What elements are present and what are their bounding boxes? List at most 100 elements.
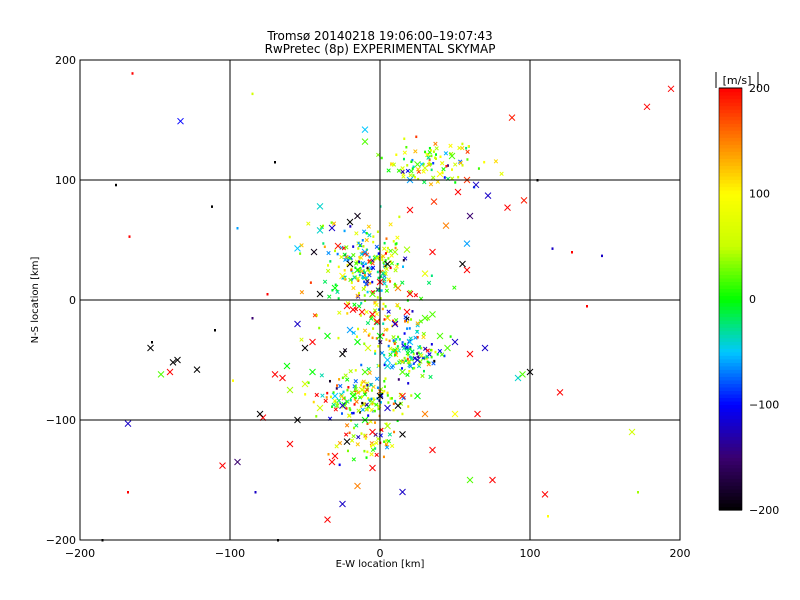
data-point bbox=[423, 357, 426, 360]
data-point bbox=[361, 401, 364, 405]
point-stroke bbox=[439, 352, 445, 357]
data-point bbox=[393, 268, 398, 273]
point-stroke bbox=[355, 442, 360, 447]
data-point bbox=[401, 367, 404, 370]
data-point bbox=[411, 367, 414, 370]
point-stroke bbox=[365, 279, 370, 284]
point-stroke bbox=[343, 257, 348, 262]
data-point bbox=[356, 268, 362, 273]
point-stroke bbox=[283, 362, 291, 370]
point-stroke bbox=[322, 279, 328, 284]
point-stroke bbox=[463, 240, 471, 247]
data-point bbox=[398, 401, 404, 406]
data-point bbox=[384, 362, 391, 370]
colorbar-band bbox=[719, 123, 742, 128]
point-stroke bbox=[474, 410, 481, 418]
data-point bbox=[348, 277, 353, 283]
colorbar-band bbox=[719, 253, 742, 258]
data-point bbox=[378, 399, 381, 402]
colorbar-band bbox=[719, 436, 742, 441]
data-point bbox=[115, 183, 117, 187]
data-point bbox=[335, 403, 340, 409]
data-point bbox=[327, 294, 332, 299]
point-stroke bbox=[361, 126, 369, 133]
colorbar-band bbox=[719, 263, 742, 268]
data-point bbox=[397, 335, 400, 339]
data-point bbox=[400, 169, 405, 174]
data-point bbox=[389, 443, 395, 449]
data-point bbox=[337, 310, 342, 315]
point-stroke bbox=[421, 331, 426, 337]
colorbar-band bbox=[719, 362, 742, 367]
chart-title-line2: RwPretec (8p) EXPERIMENTAL SKYMAP bbox=[265, 42, 496, 56]
data-point bbox=[410, 160, 413, 164]
point-stroke bbox=[389, 443, 395, 449]
data-point bbox=[370, 389, 373, 392]
point-stroke bbox=[465, 149, 470, 154]
point-stroke bbox=[301, 380, 309, 388]
point-stroke bbox=[384, 362, 391, 370]
data-point bbox=[384, 259, 387, 262]
y-tick-label: 200 bbox=[55, 54, 76, 67]
point-stroke bbox=[451, 410, 459, 418]
data-point bbox=[392, 402, 395, 406]
data-point bbox=[366, 224, 372, 229]
point-stroke bbox=[193, 366, 201, 373]
data-point bbox=[331, 221, 337, 226]
data-point bbox=[288, 235, 291, 239]
point-stroke bbox=[481, 344, 489, 352]
colorbar-band bbox=[719, 186, 742, 191]
data-point bbox=[348, 369, 353, 374]
data-point bbox=[339, 394, 344, 399]
point-stroke bbox=[414, 161, 421, 168]
data-point bbox=[355, 390, 361, 395]
point-stroke bbox=[458, 159, 463, 164]
data-point bbox=[359, 405, 362, 408]
data-point bbox=[361, 248, 369, 256]
colorbar-band bbox=[719, 277, 742, 283]
data-point bbox=[369, 311, 376, 318]
y-tick-label: 0 bbox=[69, 294, 76, 307]
point-stroke bbox=[466, 212, 474, 220]
data-point bbox=[463, 240, 471, 247]
data-point bbox=[374, 447, 377, 450]
data-point bbox=[403, 137, 406, 141]
point-stroke bbox=[393, 284, 398, 289]
data-point bbox=[364, 309, 369, 315]
data-point bbox=[351, 285, 356, 291]
data-point bbox=[336, 252, 339, 256]
data-point bbox=[369, 452, 374, 457]
data-point bbox=[422, 369, 425, 373]
point-stroke bbox=[366, 366, 371, 372]
colorbar-band bbox=[719, 334, 742, 339]
data-point bbox=[310, 248, 318, 256]
colorbar-band bbox=[719, 95, 742, 100]
data-point bbox=[413, 335, 418, 340]
point-stroke bbox=[374, 376, 380, 381]
data-point bbox=[211, 205, 213, 208]
colorbar-band bbox=[719, 179, 742, 184]
data-point bbox=[421, 314, 429, 322]
data-point bbox=[354, 266, 361, 274]
data-point bbox=[395, 337, 398, 341]
point-stroke bbox=[384, 314, 391, 322]
colorbar-band bbox=[719, 109, 742, 114]
colorbar-band bbox=[719, 175, 742, 181]
data-point bbox=[353, 398, 356, 401]
point-stroke bbox=[430, 198, 438, 205]
colorbar-band bbox=[719, 102, 742, 107]
data-point bbox=[374, 452, 379, 458]
point-stroke bbox=[406, 338, 414, 346]
point-stroke bbox=[346, 260, 354, 268]
data-point bbox=[266, 293, 269, 296]
data-point bbox=[381, 254, 386, 259]
point-stroke bbox=[331, 221, 337, 226]
data-point bbox=[377, 308, 380, 311]
colorbar-band bbox=[719, 358, 742, 363]
data-point bbox=[283, 362, 291, 370]
point-stroke bbox=[324, 332, 331, 340]
data-point bbox=[392, 319, 395, 323]
data-point bbox=[369, 290, 376, 298]
data-point bbox=[382, 277, 387, 282]
point-stroke bbox=[342, 348, 348, 353]
